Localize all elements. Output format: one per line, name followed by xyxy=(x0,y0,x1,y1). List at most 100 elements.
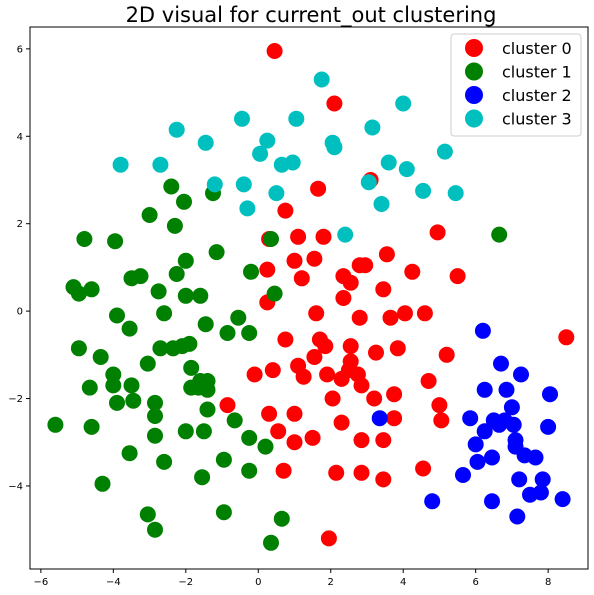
cluster-1-point xyxy=(491,226,508,243)
cluster-0-point xyxy=(290,228,307,245)
cluster-2-point xyxy=(509,508,526,525)
cluster-1-point xyxy=(226,412,243,429)
cluster-1-point xyxy=(156,453,173,470)
cluster-0-point xyxy=(415,460,432,477)
cluster-0-point xyxy=(319,366,336,383)
cluster-3-point xyxy=(268,185,285,202)
cluster-3-point xyxy=(373,196,390,212)
cluster-0-point xyxy=(286,434,303,451)
cluster-1-point xyxy=(230,309,247,326)
x-tick-label: 8 xyxy=(545,577,551,588)
legend-label: cluster 1 xyxy=(502,63,572,82)
cluster-0-point xyxy=(317,338,334,355)
cluster-0-point xyxy=(315,228,332,245)
cluster-3-point xyxy=(288,110,305,127)
legend: cluster 0 cluster 1 cluster 2 cluster 3 xyxy=(450,33,582,137)
cluster-1-point xyxy=(121,445,138,462)
cluster-1-point xyxy=(70,285,87,302)
cluster-1-point xyxy=(107,233,124,250)
cluster-0-point xyxy=(397,305,413,322)
cluster-0-point xyxy=(328,464,345,481)
y-tick-label: −2 xyxy=(8,394,23,405)
cluster-0-point xyxy=(433,412,450,429)
cluster-1-point xyxy=(147,394,163,411)
cluster-1-point xyxy=(241,429,258,446)
cluster-2-point xyxy=(540,418,557,435)
cluster-0-point xyxy=(558,329,575,346)
cluster-1-point xyxy=(139,506,156,523)
cluster-0-point xyxy=(270,423,287,440)
cluster-3-point xyxy=(415,182,432,199)
cluster-1-point xyxy=(47,416,64,433)
cluster-1-point xyxy=(263,231,279,247)
cluster-0-point xyxy=(375,471,392,488)
cluster-0-point xyxy=(340,362,357,379)
cluster-1-point xyxy=(70,340,87,357)
ticks-layer: −6 −4 −2 0 2 4 6 8 −4 −2 0 2 4 6 xyxy=(8,44,551,588)
cluster-0-point xyxy=(286,252,303,269)
cluster-0-point xyxy=(306,349,323,365)
cluster-0-point xyxy=(382,309,399,326)
cluster-1-point xyxy=(147,521,163,538)
cluster-0-point xyxy=(306,250,323,267)
cluster-0-point xyxy=(342,338,359,355)
cluster-0-point xyxy=(366,390,383,407)
cluster-1-point xyxy=(150,283,167,300)
cluster-0-point xyxy=(308,305,325,322)
cluster-0-point xyxy=(420,373,437,389)
cluster-1-point xyxy=(266,285,283,302)
cluster-0-point xyxy=(429,224,446,241)
x-tick-label: −6 xyxy=(33,577,48,588)
legend-label: cluster 0 xyxy=(502,39,572,58)
cluster-1-point xyxy=(121,320,138,337)
cluster-2-point xyxy=(484,449,500,466)
cluster-1-point xyxy=(147,427,163,444)
cluster-0-point xyxy=(310,180,327,197)
cluster-0-point xyxy=(219,397,236,414)
cluster-3-point xyxy=(360,174,377,191)
cluster-3-point xyxy=(235,176,252,193)
cluster-3-point xyxy=(252,145,269,162)
cluster-1-point xyxy=(215,504,232,521)
cluster-2-point xyxy=(467,436,484,453)
cluster-1-point xyxy=(195,423,212,440)
cluster-1-point xyxy=(123,270,140,287)
cluster-3-point xyxy=(364,119,381,136)
cluster-0-point xyxy=(386,386,403,403)
cluster-1-point xyxy=(194,469,211,486)
cluster-3-point xyxy=(326,139,343,156)
cluster-1-point xyxy=(181,335,198,352)
cluster-1-point xyxy=(166,217,183,234)
cluster-3-point xyxy=(197,134,214,151)
cluster-1-point xyxy=(176,193,192,210)
cluster-2-point xyxy=(493,355,509,372)
y-tick-label: 2 xyxy=(17,219,23,230)
cluster-3-point xyxy=(112,156,129,173)
legend-marker xyxy=(465,109,483,128)
cluster-0-point xyxy=(320,530,337,547)
cluster-2-point xyxy=(462,410,479,427)
cluster-1-point xyxy=(219,325,236,341)
cluster-1-point xyxy=(152,340,169,357)
legend-marker xyxy=(465,86,483,104)
cluster-2-point xyxy=(474,322,491,339)
cluster-1-point xyxy=(183,359,200,376)
cluster-1-point xyxy=(81,379,98,396)
cluster-0-point xyxy=(389,340,406,357)
cluster-1-point xyxy=(125,392,142,409)
cluster-1-point xyxy=(156,305,173,322)
x-tick-label: −4 xyxy=(106,577,121,588)
cluster-0-point xyxy=(375,281,392,298)
x-tick-label: 4 xyxy=(400,577,406,588)
cluster-1-point xyxy=(83,418,100,435)
cluster-0-point xyxy=(304,429,321,446)
cluster-0-point xyxy=(259,261,276,278)
cluster-2-point xyxy=(532,484,549,501)
cluster-1-point xyxy=(76,231,93,247)
cluster-2-point xyxy=(455,467,471,483)
cluster-1-point xyxy=(139,355,156,372)
cluster-3-point xyxy=(447,185,464,202)
cluster-3-point xyxy=(234,110,250,127)
x-tick-label: 2 xyxy=(328,577,334,588)
